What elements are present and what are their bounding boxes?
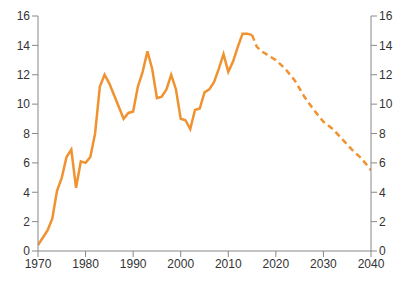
svg-text:1990: 1990 <box>120 257 147 271</box>
svg-text:4: 4 <box>23 186 30 200</box>
svg-text:2020: 2020 <box>263 257 290 271</box>
svg-text:8: 8 <box>379 127 386 141</box>
svg-text:4: 4 <box>379 186 386 200</box>
svg-text:2000: 2000 <box>167 257 194 271</box>
svg-text:2040: 2040 <box>358 257 385 271</box>
svg-text:2: 2 <box>23 215 30 229</box>
svg-text:16: 16 <box>17 9 31 23</box>
svg-text:14: 14 <box>379 39 393 53</box>
svg-text:2010: 2010 <box>215 257 242 271</box>
svg-text:0: 0 <box>379 244 386 258</box>
svg-text:16: 16 <box>379 9 393 23</box>
svg-text:8: 8 <box>23 127 30 141</box>
svg-text:2030: 2030 <box>310 257 337 271</box>
svg-text:12: 12 <box>379 68 393 82</box>
svg-text:14: 14 <box>17 39 31 53</box>
svg-text:12: 12 <box>17 68 31 82</box>
svg-text:6: 6 <box>23 156 30 170</box>
svg-text:10: 10 <box>17 97 31 111</box>
svg-text:1970: 1970 <box>25 257 52 271</box>
svg-text:0: 0 <box>23 244 30 258</box>
svg-text:10: 10 <box>379 97 393 111</box>
svg-text:1980: 1980 <box>72 257 99 271</box>
svg-text:2: 2 <box>379 215 386 229</box>
svg-text:6: 6 <box>379 156 386 170</box>
